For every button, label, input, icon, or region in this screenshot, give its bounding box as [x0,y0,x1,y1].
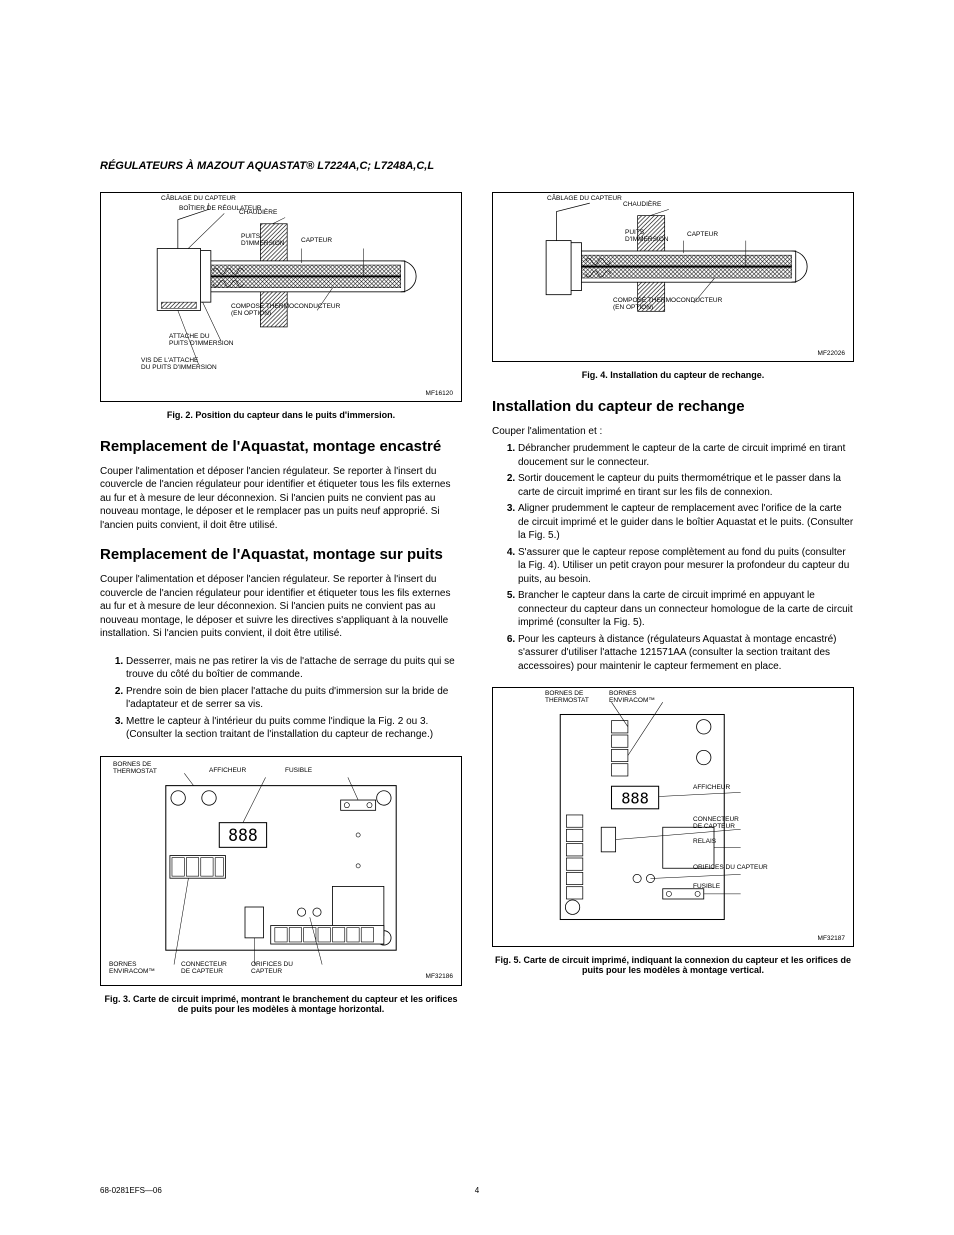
fig2-label-capteur: CAPTEUR [301,237,332,244]
fig3-caption: Fig. 3. Carte de circuit imprimé, montra… [100,994,462,1014]
list-item: S'assurer que le capteur repose complète… [518,546,854,587]
section1-para: Couper l'alimentation et déposer l'ancie… [100,465,462,533]
list-item: Aligner prudemment le capteur de remplac… [518,502,854,543]
figure-3: 888 [100,756,462,986]
section2-steps: Desserrer, mais ne pas retirer la vis de… [100,655,462,742]
document-header: RÉGULATEURS À MAZOUT AQUASTAT® L7224A,C;… [100,160,854,172]
fig2-label-cablage: CÂBLAGE DU CAPTEUR [161,195,236,202]
list-item: Pour les capteurs à distance (régulateur… [518,633,854,674]
fig3-label-bornes-env: BORNES ENVIRACOM™ [109,961,155,975]
fig3-display-val: 888 [228,826,258,845]
fig4-label-puits: PUITS D'IMMERSION [625,229,669,243]
left-column: CÂBLAGE DU CAPTEUR BOÎTIER DE RÉGULATEUR… [100,192,462,1032]
fig3-label-bornes-thermo: BORNES DE THERMOSTAT [113,761,157,775]
fig3-ref: MF32186 [426,973,453,980]
fig5-label-bornes-thermo: BORNES DE THERMOSTAT [545,690,589,704]
section1-title: Remplacement de l'Aquastat, montage enca… [100,438,462,457]
fig5-label-orifices: ORIFICES DU CAPTEUR [693,864,768,871]
fig3-label-afficheur: AFFICHEUR [209,767,246,774]
section3-title: Installation du capteur de rechange [492,398,854,417]
fig2-label-chaudiere: CHAUDIÈRE [239,209,277,216]
fig5-label-bornes-env: BORNES ENVIRACOM™ [609,690,655,704]
fig4-ref: MF22026 [818,350,845,357]
fig5-caption: Fig. 5. Carte de circuit imprimé, indiqu… [492,955,854,975]
fig2-label-attache: ATTACHE DU PUITS D'IMMERSION [169,333,233,347]
fig3-label-fusible: FUSIBLE [285,767,312,774]
figure-2: CÂBLAGE DU CAPTEUR BOÎTIER DE RÉGULATEUR… [100,192,462,402]
right-column: CÂBLAGE DU CAPTEUR CHAUDIÈRE PUITS D'IMM… [492,192,854,1032]
fig4-label-capteur: CAPTEUR [687,231,718,238]
section3-steps: Débrancher prudemment le capteur de la c… [492,442,854,673]
fig5-ref: MF32187 [818,935,845,942]
fig2-label-vis: VIS DE L'ATTACHE DU PUITS D'IMMERSION [141,357,217,371]
footer-docnum: 68-0281EFS—06 [100,1186,162,1195]
fig5-label-afficheur: AFFICHEUR [693,784,730,791]
list-item: Débrancher prudemment le capteur de la c… [518,442,854,469]
figure-4: CÂBLAGE DU CAPTEUR CHAUDIÈRE PUITS D'IMM… [492,192,854,362]
list-item: Brancher le capteur dans la carte de cir… [518,589,854,630]
fig4-caption: Fig. 4. Installation du capteur de recha… [492,370,854,380]
page-footer: 68-0281EFS—06 4 [100,1186,854,1195]
list-item: Prendre soin de bien placer l'attache du… [126,685,462,712]
fig3-label-connecteur: CONNECTEUR DE CAPTEUR [181,961,227,975]
list-item: Mettre le capteur à l'intérieur du puits… [126,715,462,742]
fig4-label-compose: COMPOSÉ THERMOCONDUCTEUR (EN OPTION) [613,297,722,311]
section2-title: Remplacement de l'Aquastat, montage sur … [100,546,462,565]
footer-page-number: 4 [100,1186,854,1195]
fig3-label-orifices: ORIFICES DU CAPTEUR [251,961,293,975]
fig5-label-fusible: FUSIBLE [693,883,720,890]
section2-para: Couper l'alimentation et déposer l'ancie… [100,573,462,641]
fig4-label-chaudiere: CHAUDIÈRE [623,201,661,208]
fig2-ref: MF16120 [426,390,453,397]
fig5-label-relais: RELAIS [693,838,716,845]
fig5-display-val: 888 [621,790,649,808]
fig4-label-cablage: CÂBLAGE DU CAPTEUR [547,195,622,202]
list-item: Sortir doucement le capteur du puits the… [518,472,854,499]
fig2-caption: Fig. 2. Position du capteur dans le puit… [100,410,462,420]
section3-para: Couper l'alimentation et : [492,425,854,439]
list-item: Desserrer, mais ne pas retirer la vis de… [126,655,462,682]
fig5-label-connecteur: CONNECTEUR DE CAPTEUR [693,816,739,830]
fig2-label-compose: COMPOSÉ THERMOCONDUCTEUR (EN OPTION) [231,303,340,317]
figure-5: 888 [492,687,854,947]
fig2-label-puits: PUITS D'IMMERSION [241,233,285,247]
